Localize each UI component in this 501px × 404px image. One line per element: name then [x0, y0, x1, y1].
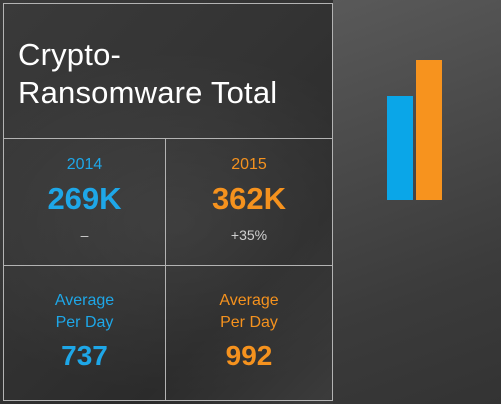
average-2015-label-line2: Per Day: [220, 314, 278, 331]
average-2015: Average Per Day 992: [165, 265, 333, 401]
average-2014-label-line1: Average: [54, 292, 115, 309]
title-cell: Crypto- Ransomware Total: [3, 3, 333, 139]
change-2015: +35%: [230, 227, 268, 243]
total-2014-value: 269K: [47, 181, 122, 216]
average-2014-value: 737: [61, 340, 108, 371]
change-2014: –: [80, 227, 89, 243]
average-2015-value: 992: [225, 340, 273, 371]
average-2014-label-line2: Per Day: [55, 314, 114, 331]
title-line-2: Ransomware Total: [18, 75, 278, 110]
title-line-1: Crypto-: [18, 37, 122, 72]
stat-2014: 2014 269K –: [3, 138, 166, 266]
bar-2014: [387, 95, 413, 200]
year-2015-label: 2015: [231, 156, 267, 173]
average-2015-label-line1: Average: [219, 292, 279, 309]
bar-2015: [416, 60, 442, 200]
comparison-bars: [385, 60, 445, 200]
year-2014-label: 2014: [66, 156, 103, 173]
average-2014: Average Per Day 737: [3, 265, 166, 401]
stat-2015: 2015 362K +35%: [165, 138, 333, 266]
total-2015-value: 362K: [211, 181, 287, 216]
